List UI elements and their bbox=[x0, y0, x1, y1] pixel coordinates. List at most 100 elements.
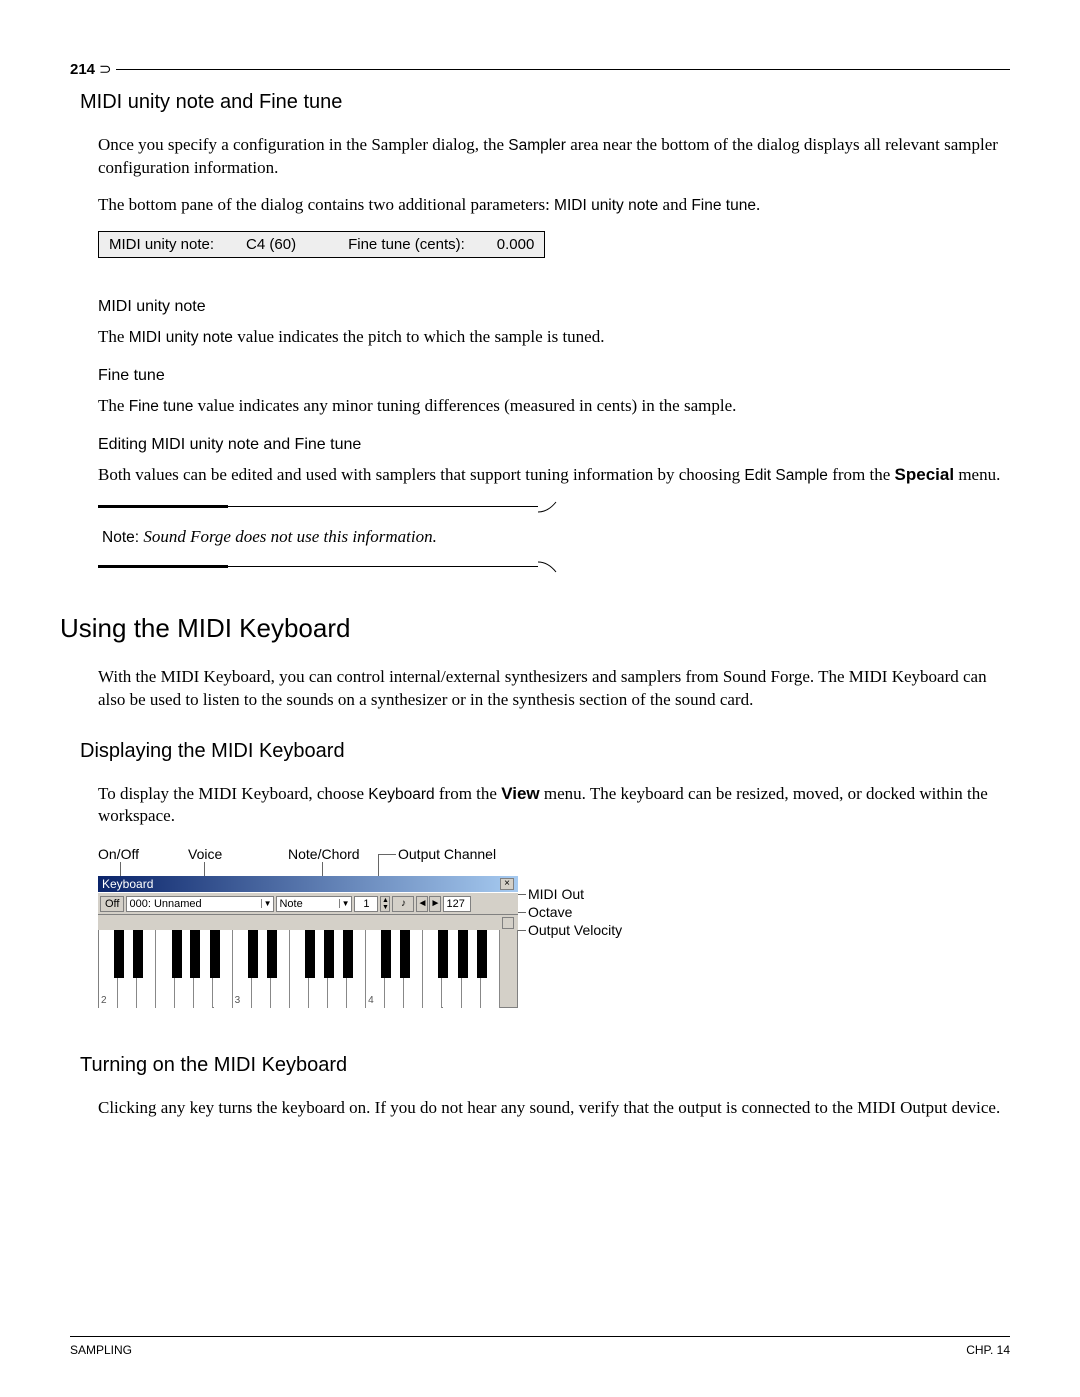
black-key[interactable] bbox=[305, 930, 315, 978]
black-key[interactable] bbox=[210, 930, 220, 978]
ui-term: Edit Sample bbox=[744, 467, 828, 484]
figure-midi-params: MIDI unity note: C4 (60) Fine tune (cent… bbox=[98, 231, 545, 258]
text: Once you specify a configuration in the … bbox=[98, 135, 508, 154]
text: The bottom pane of the dialog contains t… bbox=[98, 195, 554, 214]
keyboard-keys: 2 3 4 bbox=[98, 930, 518, 1008]
ui-term: Sampler bbox=[508, 137, 566, 154]
note-select[interactable]: Note ▼ bbox=[276, 896, 352, 912]
note-label: Note: bbox=[102, 529, 139, 546]
black-key[interactable] bbox=[438, 930, 448, 978]
callout-notechord: Note/Chord bbox=[288, 846, 360, 862]
keyboard-title: Keyboard bbox=[102, 877, 153, 891]
note-box: Note: Sound Forge does not use this info… bbox=[98, 501, 558, 573]
para-sub5: Clicking any key turns the keyboard on. … bbox=[98, 1097, 1010, 1120]
voice-value: 000: Unnamed bbox=[129, 898, 201, 910]
para-1: Once you specify a configuration in the … bbox=[98, 134, 1010, 180]
page-arrow: ⊃ bbox=[99, 60, 112, 79]
footer-right: CHP. 14 bbox=[966, 1343, 1010, 1357]
heading-using-midi-keyboard: Using the MIDI Keyboard bbox=[60, 613, 1010, 644]
footer-left: SAMPLING bbox=[70, 1343, 132, 1357]
para-section2: With the MIDI Keyboard, you can control … bbox=[98, 666, 1010, 712]
velocity-slider-thumb[interactable] bbox=[502, 917, 514, 929]
black-key[interactable] bbox=[343, 930, 353, 978]
note-value: Note bbox=[279, 898, 302, 910]
text: value indicates any minor tuning differe… bbox=[193, 396, 736, 415]
chevron-down-icon: ▼ bbox=[261, 899, 272, 908]
text: The bbox=[98, 396, 129, 415]
callout-midiout: MIDI Out bbox=[528, 886, 584, 902]
ui-term: Fine tune bbox=[129, 398, 194, 415]
figure-keyboard: On/Off Voice Note/Chord Output Channel M… bbox=[98, 846, 658, 1026]
para-sub4: To display the MIDI Keyboard, choose Key… bbox=[98, 783, 1010, 829]
keyboard-toolbar: Off 000: Unnamed ▼ Note ▼ 1 ▲▼ ♪ ◄ ► 127 bbox=[98, 892, 518, 914]
black-key[interactable] bbox=[248, 930, 258, 978]
menu-name: View bbox=[501, 784, 539, 803]
para-2: The bottom pane of the dialog contains t… bbox=[98, 194, 1010, 217]
heading-sub-midi-unity: MIDI unity note bbox=[98, 298, 1010, 316]
ui-term: Keyboard bbox=[368, 786, 434, 803]
heading-midi-unity: MIDI unity note and Fine tune bbox=[80, 91, 1010, 114]
octave-control[interactable]: ◄ ► bbox=[416, 896, 441, 912]
channel-field[interactable]: 1 bbox=[354, 896, 378, 912]
keyboard-titlebar[interactable]: Keyboard × bbox=[98, 876, 518, 892]
value-midi-unity: C4 (60) bbox=[246, 236, 296, 253]
heading-sub-editing: Editing MIDI unity note and Fine tune bbox=[98, 436, 1010, 454]
black-key[interactable] bbox=[400, 930, 410, 978]
channel-spinner[interactable]: ▲▼ bbox=[380, 896, 390, 912]
channel-value: 1 bbox=[363, 898, 369, 910]
close-icon[interactable]: × bbox=[500, 878, 514, 890]
voice-select[interactable]: 000: Unnamed ▼ bbox=[126, 896, 274, 912]
text: . bbox=[756, 195, 760, 214]
octave-label: 2 bbox=[101, 995, 107, 1006]
page-number: 214 bbox=[70, 61, 95, 78]
text: from the bbox=[435, 784, 502, 803]
page-header: 214 ⊃ bbox=[70, 60, 1010, 79]
black-key[interactable] bbox=[267, 930, 277, 978]
heading-turning-on: Turning on the MIDI Keyboard bbox=[80, 1054, 1010, 1077]
black-key[interactable] bbox=[458, 930, 468, 978]
ui-term: MIDI unity note bbox=[554, 197, 658, 214]
page-footer: SAMPLING CHP. 14 bbox=[70, 1336, 1010, 1357]
ui-term: Fine tune bbox=[691, 197, 756, 214]
velocity-field[interactable]: 127 bbox=[443, 896, 471, 912]
header-rule bbox=[116, 69, 1010, 70]
black-key[interactable] bbox=[190, 930, 200, 978]
text: To display the MIDI Keyboard, choose bbox=[98, 784, 368, 803]
menu-name: Special bbox=[895, 465, 955, 484]
ui-term: MIDI unity note bbox=[129, 329, 233, 346]
label-midi-unity: MIDI unity note: bbox=[109, 236, 214, 253]
black-key[interactable] bbox=[324, 930, 334, 978]
chevron-down-icon: ▼ bbox=[339, 899, 350, 908]
heading-displaying: Displaying the MIDI Keyboard bbox=[80, 740, 1010, 763]
text: Both values can be edited and used with … bbox=[98, 465, 744, 484]
para-sub3: Both values can be edited and used with … bbox=[98, 464, 1010, 487]
octave-label: 4 bbox=[368, 995, 374, 1006]
callout-octave: Octave bbox=[528, 904, 572, 920]
black-key[interactable] bbox=[114, 930, 124, 978]
callout-voice: Voice bbox=[188, 846, 222, 862]
text: The bbox=[98, 327, 129, 346]
black-key[interactable] bbox=[133, 930, 143, 978]
black-key[interactable] bbox=[172, 930, 182, 978]
black-key[interactable] bbox=[381, 930, 391, 978]
para-sub2: The Fine tune value indicates any minor … bbox=[98, 395, 1010, 418]
text: value indicates the pitch to which the s… bbox=[233, 327, 605, 346]
heading-sub-fine-tune: Fine tune bbox=[98, 367, 1010, 385]
octave-left-icon[interactable]: ◄ bbox=[416, 896, 428, 912]
velocity-slider-row bbox=[98, 914, 518, 930]
callout-onoff: On/Off bbox=[98, 846, 139, 862]
text: and bbox=[658, 195, 691, 214]
octave-label: 3 bbox=[235, 995, 241, 1006]
octave-right-icon[interactable]: ► bbox=[429, 896, 441, 912]
onoff-button[interactable]: Off bbox=[100, 896, 124, 912]
value-fine-tune: 0.000 bbox=[497, 236, 535, 253]
text: from the bbox=[828, 465, 895, 484]
midi-out-button[interactable]: ♪ bbox=[392, 896, 414, 912]
note-text: Sound Forge does not use this informatio… bbox=[139, 527, 437, 546]
callout-velocity: Output Velocity bbox=[528, 922, 622, 938]
label-fine-tune: Fine tune (cents): bbox=[348, 236, 465, 253]
para-sub1: The MIDI unity note value indicates the … bbox=[98, 326, 1010, 349]
black-key[interactable] bbox=[477, 930, 487, 978]
keyboard-window: Keyboard × Off 000: Unnamed ▼ Note ▼ 1 ▲… bbox=[98, 876, 518, 1008]
callout-outchan: Output Channel bbox=[398, 846, 496, 862]
